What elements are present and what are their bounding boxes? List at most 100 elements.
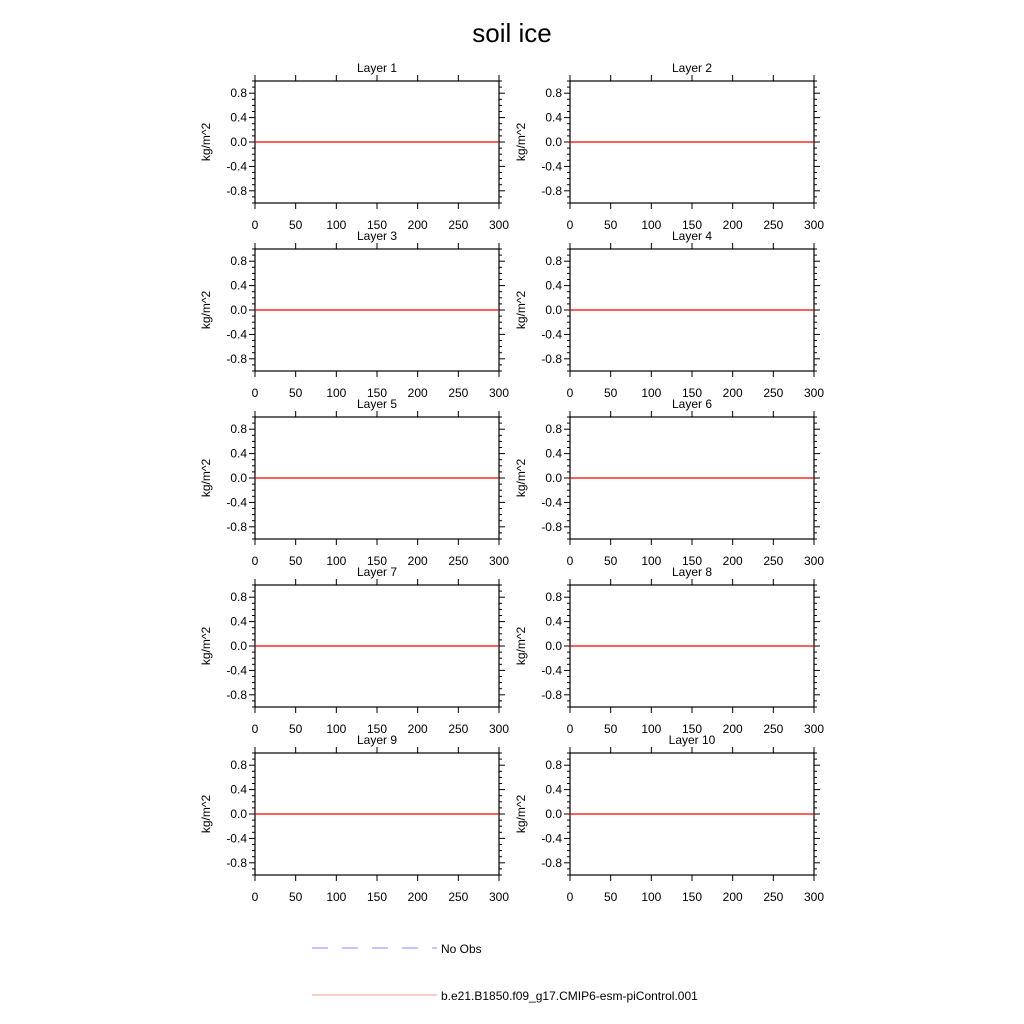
x-tick-label: 150 [682, 386, 702, 400]
x-tick-label: 250 [763, 218, 783, 232]
y-axis-label: kg/m^2 [514, 123, 528, 162]
y-tick-label: 0.8 [230, 86, 247, 100]
y-tick-label: -0.4 [226, 663, 247, 677]
y-tick-label: 0.4 [545, 111, 562, 125]
x-tick-label: 0 [567, 890, 574, 904]
y-tick-label: -0.8 [226, 520, 247, 534]
x-tick-label: 300 [804, 890, 824, 904]
panel-title: Layer 2 [672, 61, 712, 75]
x-tick-label: 200 [408, 218, 428, 232]
y-tick-label: 0.8 [545, 86, 562, 100]
y-tick-label: -0.4 [541, 327, 562, 341]
panel-2: Layer 2 0 50 100 150 200 250 300 0.8 0.4 0.0 -0.4 -0… [514, 61, 824, 232]
x-tick-label: 200 [723, 890, 743, 904]
x-tick-label: 100 [326, 890, 346, 904]
x-tick-label: 200 [408, 554, 428, 568]
x-tick-label: 300 [489, 722, 509, 736]
y-tick-label: 0.4 [230, 279, 247, 293]
x-tick-label: 200 [723, 218, 743, 232]
x-tick-label: 300 [804, 554, 824, 568]
x-tick-label: 200 [723, 554, 743, 568]
panel-5: Layer 5 0 50 100 150 200 250 300 0.8 0.4 0.0 -0.4 -0… [199, 397, 509, 568]
panel-title: Layer 9 [357, 733, 397, 747]
panel-title: Layer 3 [357, 229, 397, 243]
x-tick-label: 300 [804, 218, 824, 232]
y-axis-label: kg/m^2 [514, 291, 528, 330]
x-tick-label: 100 [641, 890, 661, 904]
x-tick-label: 0 [252, 218, 259, 232]
x-tick-label: 250 [763, 386, 783, 400]
x-tick-label: 0 [252, 722, 259, 736]
x-tick-label: 50 [289, 554, 303, 568]
x-tick-label: 200 [408, 722, 428, 736]
x-tick-label: 0 [567, 722, 574, 736]
y-tick-label: 0.8 [230, 254, 247, 268]
x-tick-label: 50 [604, 386, 618, 400]
panel-7: Layer 7 0 50 100 150 200 250 300 0.8 0.4 0.0 -0.4 -0… [199, 565, 509, 736]
x-tick-label: 150 [682, 554, 702, 568]
y-tick-label: 0.4 [545, 279, 562, 293]
y-tick-label: -0.8 [541, 856, 562, 870]
x-tick-label: 250 [448, 386, 468, 400]
x-tick-label: 100 [326, 722, 346, 736]
y-tick-label: 0.0 [230, 639, 247, 653]
x-tick-label: 250 [448, 218, 468, 232]
y-tick-label: -0.8 [226, 856, 247, 870]
y-tick-label: 0.4 [545, 615, 562, 629]
x-tick-label: 50 [289, 386, 303, 400]
x-tick-label: 50 [604, 554, 618, 568]
y-tick-label: -0.8 [226, 688, 247, 702]
x-tick-label: 0 [252, 890, 259, 904]
x-tick-label: 150 [682, 722, 702, 736]
panel-1: Layer 1 0 50 100 150 200 250 300 0.8 0.4 0.0 -0.4 -0… [199, 61, 509, 232]
y-tick-label: -0.8 [541, 688, 562, 702]
y-tick-label: 0.4 [230, 615, 247, 629]
y-tick-label: 0.0 [545, 471, 562, 485]
x-tick-label: 150 [367, 554, 387, 568]
x-tick-label: 250 [448, 554, 468, 568]
y-tick-label: -0.4 [541, 831, 562, 845]
x-tick-label: 100 [641, 386, 661, 400]
x-tick-label: 100 [641, 554, 661, 568]
x-tick-label: 150 [367, 386, 387, 400]
x-tick-label: 0 [567, 554, 574, 568]
x-tick-label: 200 [723, 386, 743, 400]
x-tick-label: 150 [367, 218, 387, 232]
x-tick-label: 100 [641, 218, 661, 232]
y-tick-label: 0.0 [545, 135, 562, 149]
y-tick-label: -0.8 [541, 352, 562, 366]
panel-4: Layer 4 0 50 100 150 200 250 300 0.8 0.4 0.0 -0.4 -0… [514, 229, 824, 400]
x-tick-label: 250 [448, 722, 468, 736]
panel-title: Layer 7 [357, 565, 397, 579]
y-tick-label: 0.0 [230, 471, 247, 485]
legend-label: b.e21.B1850.f09_g17.CMIP6-esm-piControl.… [441, 989, 698, 1003]
x-tick-label: 250 [763, 554, 783, 568]
x-tick-label: 50 [289, 218, 303, 232]
y-axis-label: kg/m^2 [514, 795, 528, 834]
y-tick-label: 0.4 [545, 783, 562, 797]
x-tick-label: 50 [604, 218, 618, 232]
x-tick-label: 100 [326, 386, 346, 400]
x-tick-label: 200 [408, 890, 428, 904]
x-tick-label: 250 [448, 890, 468, 904]
x-tick-label: 300 [489, 554, 509, 568]
y-tick-label: 0.8 [545, 422, 562, 436]
y-tick-label: -0.8 [541, 520, 562, 534]
x-tick-label: 0 [252, 386, 259, 400]
panel-title: Layer 4 [672, 229, 712, 243]
y-tick-label: 0.8 [230, 590, 247, 604]
y-axis-label: kg/m^2 [514, 459, 528, 498]
x-tick-label: 300 [489, 890, 509, 904]
x-tick-label: 250 [763, 722, 783, 736]
x-tick-label: 50 [289, 890, 303, 904]
y-tick-label: 0.0 [230, 303, 247, 317]
y-tick-label: 0.0 [545, 807, 562, 821]
y-tick-label: 0.4 [230, 447, 247, 461]
x-tick-label: 200 [723, 722, 743, 736]
y-tick-label: -0.8 [226, 352, 247, 366]
x-tick-label: 150 [682, 218, 702, 232]
x-tick-label: 150 [367, 890, 387, 904]
x-tick-label: 0 [252, 554, 259, 568]
